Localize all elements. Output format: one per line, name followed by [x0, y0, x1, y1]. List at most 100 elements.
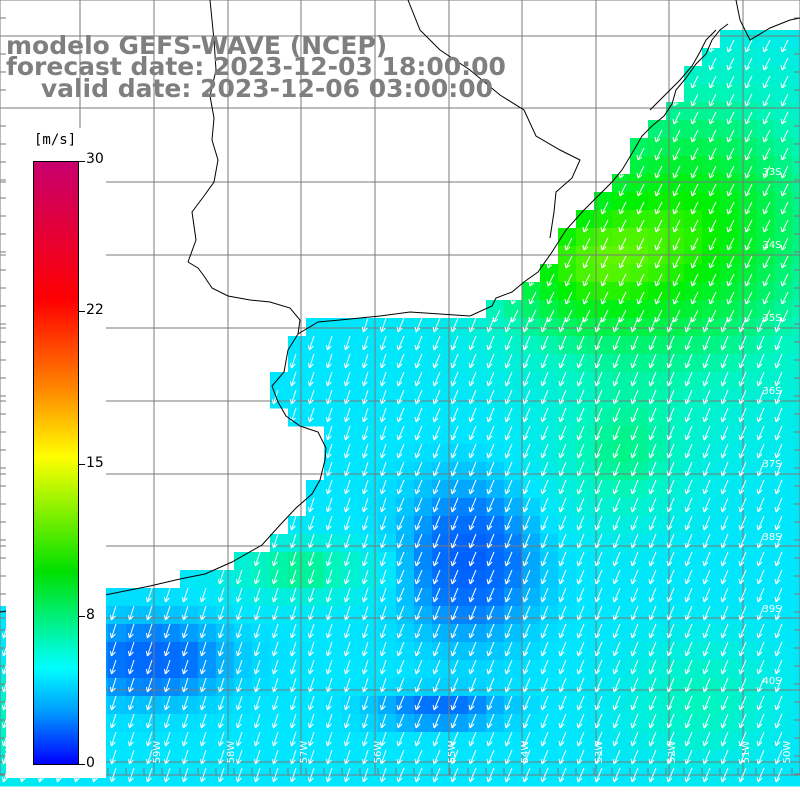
wind-arrow [522, 389, 531, 405]
wind-cell [378, 354, 397, 373]
wind-cell [630, 570, 649, 589]
wind-cell [270, 390, 289, 409]
wind-cell [648, 696, 667, 715]
wind-cell [630, 606, 649, 625]
wind-cell [738, 606, 757, 625]
wind-arrow [181, 587, 189, 603]
wind-cell [720, 732, 739, 751]
wind-cell [576, 678, 595, 697]
wind-arrow [450, 623, 459, 639]
wind-arrow [396, 443, 405, 459]
wind-cell [720, 570, 739, 589]
wind-cell [432, 624, 451, 643]
wind-arrow [414, 533, 423, 549]
wind-cell [720, 282, 739, 301]
wind-arrow [486, 569, 495, 585]
wind-cell [468, 678, 487, 697]
wind-cell [630, 174, 649, 193]
wind-cell [594, 264, 613, 283]
wind-cell [270, 534, 289, 553]
wind-cell [252, 750, 271, 769]
wind-cell [252, 624, 271, 643]
wind-arrow [594, 569, 603, 585]
wind-cell [684, 426, 703, 445]
wind-cell [594, 588, 613, 607]
wind-cell [450, 714, 469, 733]
wind-arrow [756, 587, 765, 603]
wind-cell [774, 624, 793, 643]
wind-arrow [666, 623, 675, 639]
wind-cell [468, 372, 487, 391]
wind-cell [630, 480, 649, 499]
wind-cell [378, 606, 397, 625]
wind-arrow [450, 317, 459, 333]
wind-arrow [432, 497, 441, 513]
wind-arrow [576, 605, 585, 621]
wind-cell [360, 570, 379, 589]
wind-cell [504, 300, 523, 319]
wind-arrow [396, 425, 405, 441]
wind-cell [504, 444, 523, 463]
wind-cell [666, 732, 685, 751]
wind-arrow [720, 587, 729, 603]
wind-arrow [396, 479, 405, 495]
wind-arrow [432, 533, 441, 549]
wind-cell [342, 444, 361, 463]
wind-cell [666, 606, 685, 625]
wind-cell [630, 696, 649, 715]
wind-arrow [522, 515, 531, 531]
wind-arrow [504, 371, 513, 387]
wind-arrow [576, 479, 585, 495]
wind-cell [234, 624, 253, 643]
wind-cell [630, 678, 649, 697]
wind-arrow [522, 317, 531, 333]
wind-cell [792, 318, 800, 337]
wind-arrow [432, 317, 441, 333]
wind-cell [702, 66, 721, 85]
wind-cell [324, 750, 343, 769]
wind-cell [594, 408, 613, 427]
wind-arrow [756, 371, 765, 387]
wind-cell [630, 750, 649, 769]
wind-arrow [450, 425, 459, 441]
wind-cell [738, 714, 757, 733]
wind-cell [324, 426, 343, 445]
wind-arrow [540, 317, 549, 333]
wind-cell [738, 516, 757, 535]
wind-cell [738, 768, 757, 787]
wind-arrow [414, 479, 423, 495]
wind-cell [414, 516, 433, 535]
wind-cell [666, 210, 685, 229]
wind-arrow [235, 623, 243, 639]
wind-cell [684, 300, 703, 319]
latitude-label: 39S [762, 604, 781, 615]
wind-cell [288, 678, 307, 697]
wind-cell [648, 588, 667, 607]
wind-cell [432, 714, 451, 733]
wind-cell [486, 696, 505, 715]
wind-arrow [468, 569, 477, 585]
wind-cell [720, 642, 739, 661]
wind-arrow [702, 425, 711, 441]
wind-cell [648, 570, 667, 589]
wind-cell [288, 390, 307, 409]
wind-cell [306, 390, 325, 409]
longitude-label: 55W [447, 741, 458, 764]
wind-cell [576, 606, 595, 625]
wind-cell [144, 768, 163, 787]
wind-arrow [612, 353, 621, 369]
wind-arrow [702, 551, 711, 567]
wind-arrow [594, 497, 603, 513]
wind-arrow [486, 587, 495, 603]
wind-cell [666, 534, 685, 553]
wind-cell [252, 642, 271, 661]
wind-cell [234, 588, 253, 607]
wind-cell [756, 156, 775, 175]
wind-arrow [684, 353, 693, 369]
wind-cell [684, 534, 703, 553]
wind-cell [648, 156, 667, 175]
wind-arrow [343, 389, 351, 405]
wind-cell [648, 372, 667, 391]
wind-cell [378, 498, 397, 517]
wind-arrow [666, 605, 675, 621]
